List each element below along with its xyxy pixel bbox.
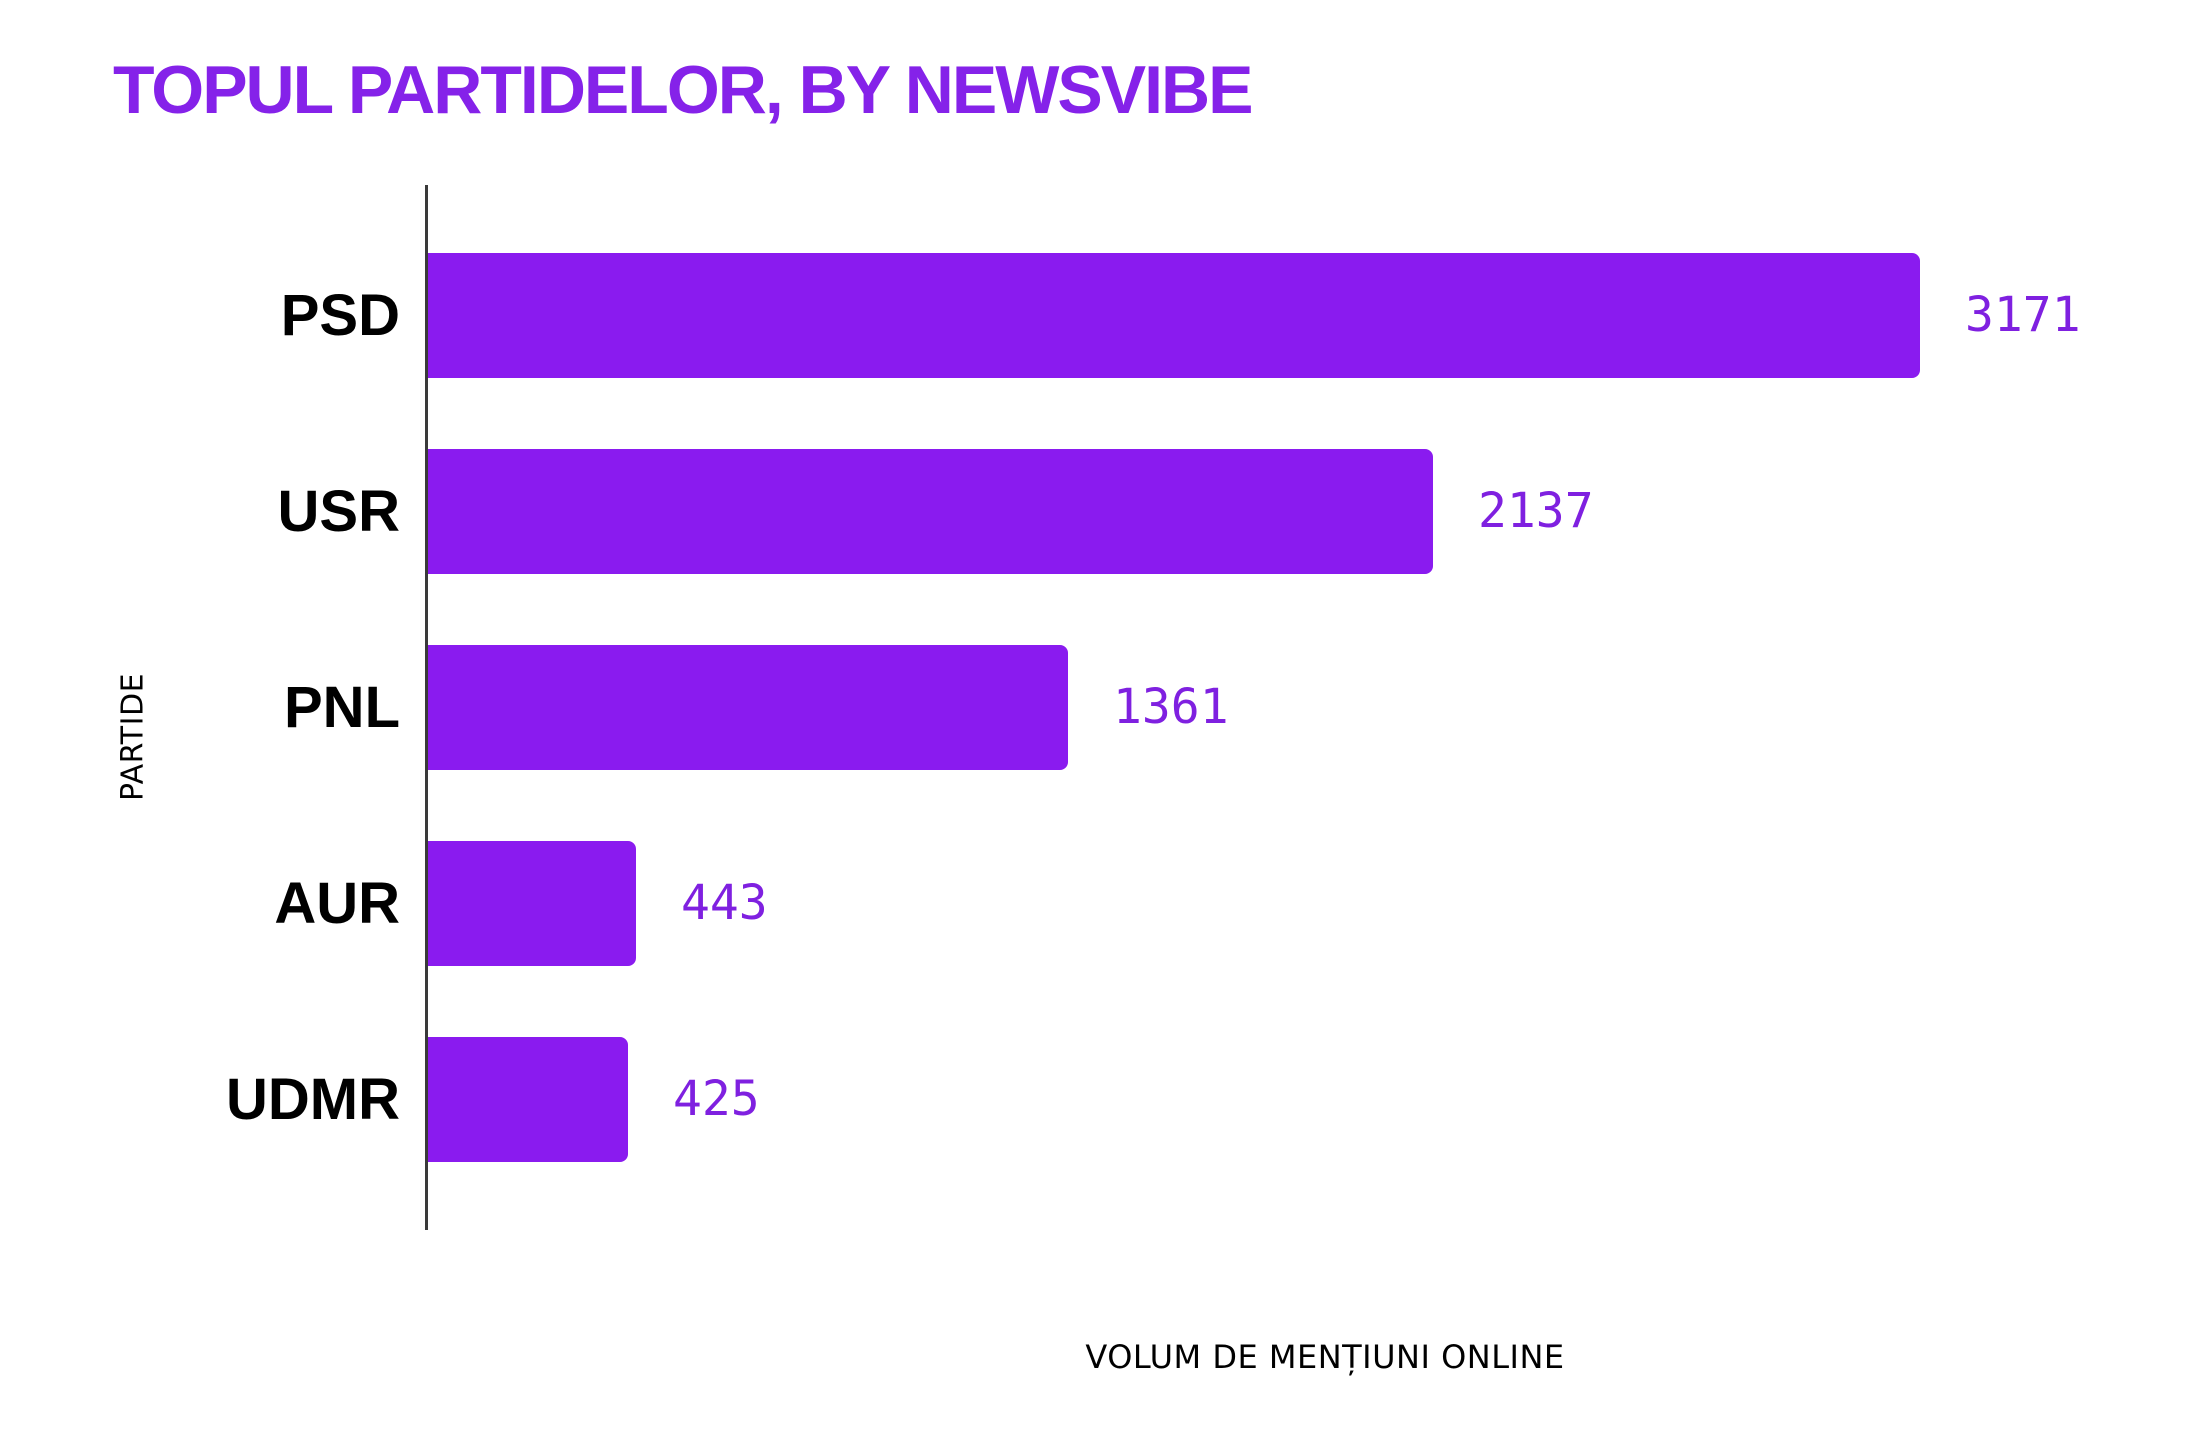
- value-label-aur: 443: [681, 875, 768, 931]
- chart-title: TOPUL PARTIDELOR, BY NEWSVIBE: [113, 52, 1253, 128]
- value-label-udmr: 425: [673, 1071, 760, 1127]
- category-label-aur: AUR: [274, 871, 400, 936]
- bar-psd: [428, 253, 1920, 378]
- bar-pnl: [428, 645, 1068, 770]
- bar-usr: [428, 449, 1433, 574]
- y-axis-label: PARTIDE: [115, 672, 151, 802]
- bar-aur: [428, 841, 636, 966]
- category-label-pnl: PNL: [284, 675, 400, 740]
- category-label-udmr: UDMR: [226, 1067, 400, 1132]
- x-axis-label: VOLUM DE MENȚIUNI ONLINE: [1085, 1338, 1565, 1376]
- category-label-psd: PSD: [280, 283, 400, 348]
- y-axis-line: [425, 185, 428, 1230]
- category-label-usr: USR: [277, 479, 400, 544]
- value-label-psd: 3171: [1965, 287, 2081, 343]
- value-label-pnl: 1361: [1113, 679, 1229, 735]
- value-label-usr: 2137: [1478, 483, 1594, 539]
- bar-udmr: [428, 1037, 628, 1162]
